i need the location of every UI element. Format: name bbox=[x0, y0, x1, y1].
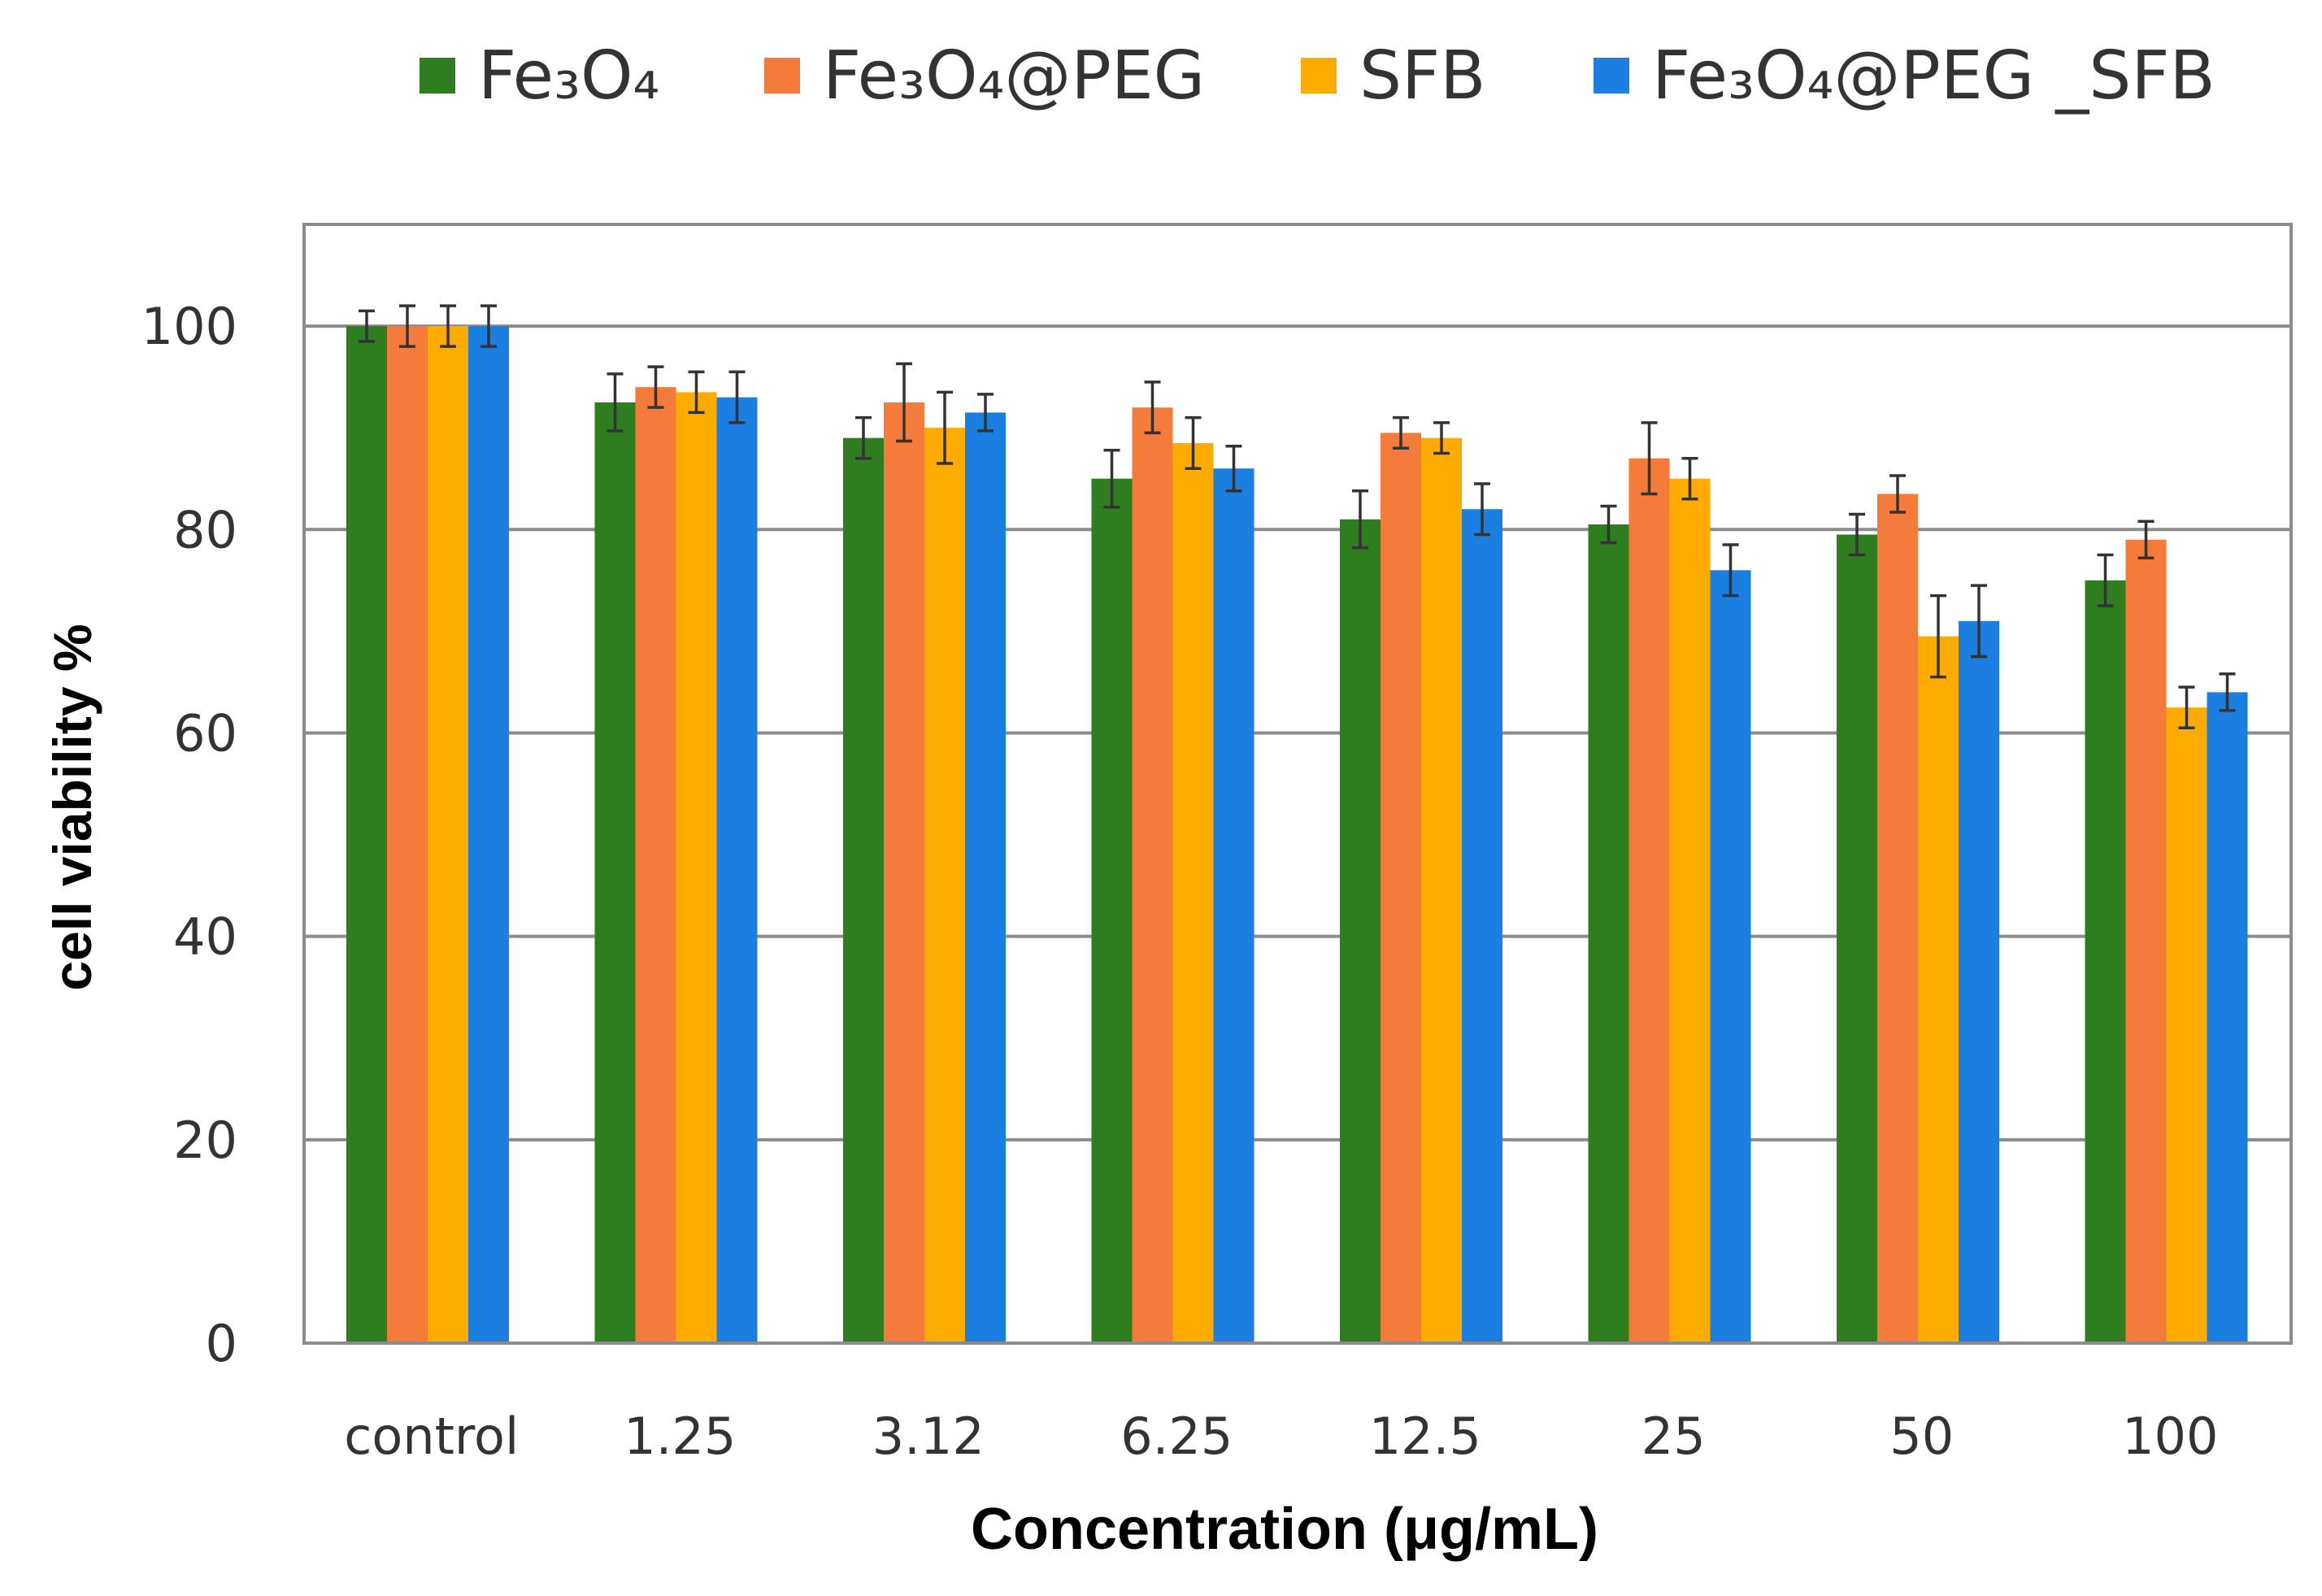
x-tick-label-3.12: 3.12 bbox=[872, 1407, 985, 1466]
bar-s2-1.25 bbox=[676, 392, 717, 1343]
x-tick-label-6.25: 6.25 bbox=[1120, 1407, 1233, 1466]
y-tick-label-40: 40 bbox=[173, 907, 237, 967]
bar-s3-12.5 bbox=[1462, 509, 1502, 1343]
legend-item-fe3o4: Fe₃O₄ bbox=[420, 23, 659, 128]
bar-s3-50 bbox=[1959, 620, 1999, 1343]
bar-s2-50 bbox=[1918, 636, 1959, 1343]
legend-item-fe3o4-peg: Fe₃O₄@PEG bbox=[764, 23, 1205, 128]
bar-s2-6.25 bbox=[1172, 442, 1214, 1343]
bar-s1-control bbox=[387, 326, 428, 1343]
legend-label-fe3o4-peg: Fe₃O₄@PEG bbox=[823, 37, 1206, 115]
bar-s1-3.12 bbox=[884, 402, 924, 1344]
bar-s2-3.12 bbox=[924, 428, 965, 1343]
y-axis-label: cell viability % bbox=[42, 624, 102, 990]
y-tick-label-80: 80 bbox=[173, 500, 237, 559]
bars bbox=[346, 326, 2248, 1344]
bar-s1-6.25 bbox=[1132, 407, 1173, 1344]
bar-s0-1.25 bbox=[594, 402, 636, 1344]
bar-s3-25 bbox=[1710, 570, 1751, 1343]
x-tick-label-100: 100 bbox=[2122, 1407, 2218, 1466]
bar-s3-1.25 bbox=[716, 397, 758, 1343]
x-axis-label: Concentration (μg/mL) bbox=[971, 1497, 1598, 1562]
legend-swatch-fe3o4 bbox=[420, 58, 455, 93]
legend-item-fe3o4-peg-sfb: Fe₃O₄@PEG _SFB bbox=[1594, 23, 2215, 128]
legend-label-fe3o4-peg-sfb: Fe₃O₄@PEG _SFB bbox=[1652, 37, 2215, 115]
bar-s0-6.25 bbox=[1091, 478, 1133, 1343]
bar-s3-100 bbox=[2207, 692, 2248, 1343]
legend-swatch-fe3o4-peg bbox=[764, 58, 800, 93]
bar-s0-100 bbox=[2085, 580, 2126, 1343]
legend-label-fe3o4: Fe₃O₄ bbox=[478, 37, 660, 115]
x-tick-label-25: 25 bbox=[1641, 1407, 1706, 1466]
y-tick-label-100: 100 bbox=[141, 297, 237, 356]
bar-s2-control bbox=[428, 326, 468, 1343]
bar-s1-1.25 bbox=[635, 387, 676, 1343]
bar-s1-100 bbox=[2125, 539, 2167, 1343]
legend-item-sfb: SFB bbox=[1301, 23, 1485, 128]
x-tick-label-12.5: 12.5 bbox=[1369, 1407, 1481, 1466]
legend-swatch-fe3o4-peg-sfb bbox=[1594, 58, 1629, 93]
x-tick-label-50: 50 bbox=[1889, 1407, 1954, 1466]
bar-s0-25 bbox=[1588, 524, 1629, 1343]
bar-s3-3.12 bbox=[965, 412, 1006, 1343]
x-tick-label-1.25: 1.25 bbox=[624, 1407, 736, 1466]
y-tick-label-0: 0 bbox=[206, 1314, 237, 1373]
bar-s0-3.12 bbox=[843, 437, 884, 1343]
bar-s3-6.25 bbox=[1213, 468, 1254, 1343]
bar-s2-100 bbox=[2166, 707, 2207, 1343]
x-tick-label-control: control bbox=[344, 1407, 519, 1466]
bar-s0-50 bbox=[1837, 534, 1877, 1343]
bar-s1-12.5 bbox=[1381, 433, 1421, 1344]
bar-s2-25 bbox=[1669, 478, 1711, 1343]
legend-swatch-sfb bbox=[1301, 58, 1337, 93]
plot-border bbox=[302, 223, 2293, 1345]
error-bars bbox=[359, 304, 2236, 729]
y-tick-label-60: 60 bbox=[173, 703, 237, 763]
bar-s3-control bbox=[468, 326, 509, 1343]
legend-label-sfb: SFB bbox=[1359, 37, 1486, 115]
bar-s0-control bbox=[346, 326, 387, 1343]
bar-s1-50 bbox=[1877, 494, 1918, 1343]
y-tick-labels: 0 20 40 60 80 100 bbox=[141, 297, 237, 1373]
legend: Fe₃O₄ Fe₃O₄@PEG SFB Fe₃O₄@PEG _SFB bbox=[0, 23, 2322, 128]
bar-s1-25 bbox=[1628, 458, 1670, 1343]
bar-s2-12.5 bbox=[1421, 437, 1462, 1343]
x-tick-labels: control 1.25 3.12 6.25 12.5 25 50 100 bbox=[344, 1407, 2218, 1466]
bar-s0-12.5 bbox=[1340, 519, 1381, 1343]
y-tick-label-20: 20 bbox=[173, 1111, 237, 1170]
